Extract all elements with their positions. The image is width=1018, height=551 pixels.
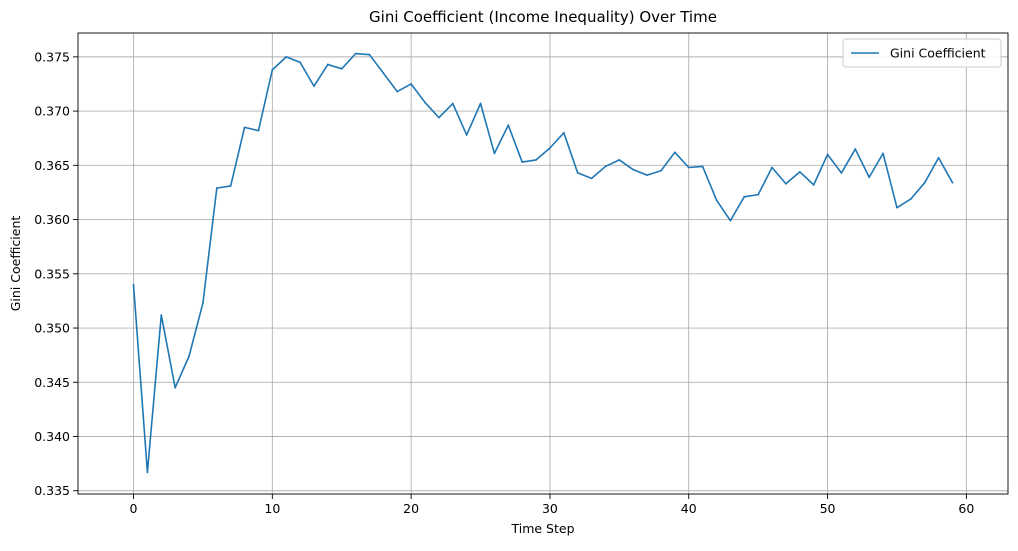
x-tick-label: 0	[130, 501, 138, 516]
data-point	[715, 199, 718, 201]
x-tick-label: 10	[264, 501, 280, 516]
y-tick-label: 0.350	[34, 321, 70, 336]
x-tick-label: 50	[820, 501, 836, 516]
x-tick-label: 60	[958, 501, 974, 516]
data-point	[229, 185, 232, 187]
data-point	[687, 166, 690, 169]
data-point	[757, 193, 760, 196]
data-point	[896, 206, 898, 209]
data-point	[326, 63, 329, 66]
y-tick-label: 0.345	[34, 375, 70, 390]
y-tick-label: 0.375	[34, 49, 70, 64]
data-point	[535, 159, 537, 161]
y-tick-label: 0.370	[34, 104, 70, 119]
y-tick-label: 0.365	[34, 158, 70, 173]
data-point	[660, 169, 662, 172]
data-point	[729, 219, 732, 222]
data-point	[410, 83, 413, 85]
data-point	[590, 177, 593, 180]
data-point	[146, 471, 149, 474]
data-point	[937, 156, 940, 159]
data-point	[562, 131, 565, 134]
x-tick-label: 20	[403, 501, 419, 516]
data-point	[243, 126, 246, 129]
data-point	[354, 52, 357, 55]
data-point	[909, 198, 912, 200]
series-layer	[132, 52, 954, 474]
y-tick-label: 0.355	[34, 266, 70, 281]
data-point	[493, 152, 496, 155]
y-tick-label: 0.335	[34, 483, 70, 498]
data-point	[465, 134, 468, 136]
data-point	[437, 116, 440, 119]
data-point	[188, 355, 190, 358]
grid	[78, 33, 1008, 494]
x-tick-label: 40	[681, 501, 697, 516]
data-point	[382, 72, 385, 75]
data-point	[771, 166, 773, 169]
data-point	[132, 283, 135, 286]
data-point	[271, 68, 274, 71]
legend: Gini Coefficient	[842, 38, 1002, 68]
data-point	[632, 168, 635, 171]
data-point	[923, 181, 926, 184]
y-tick-label: 0.340	[34, 429, 70, 444]
data-point	[951, 181, 954, 184]
data-point	[854, 148, 857, 150]
data-point	[285, 55, 288, 58]
data-point	[785, 182, 787, 185]
data-point	[215, 187, 218, 190]
data-point	[479, 102, 482, 105]
data-point	[174, 386, 177, 389]
chart-title: Gini Coefficient (Income Inequality) Ove…	[369, 8, 717, 26]
plot-frame	[77, 32, 1009, 495]
legend-box	[842, 38, 1002, 68]
data-point	[604, 165, 607, 168]
data-point	[424, 101, 426, 104]
x-tick-label: 30	[542, 501, 558, 516]
data-point	[868, 176, 871, 179]
data-point	[299, 61, 301, 64]
data-point	[549, 147, 551, 149]
data-point	[576, 172, 579, 174]
data-point	[743, 195, 746, 198]
data-point	[451, 102, 454, 105]
y-tick-label: 0.360	[34, 212, 70, 227]
data-point	[840, 172, 843, 174]
data-point	[701, 165, 704, 168]
data-point	[160, 314, 163, 316]
data-point	[798, 170, 801, 173]
data-point	[396, 90, 399, 93]
data-point	[340, 67, 343, 70]
data-point	[507, 124, 510, 127]
x-axis-label: Time Step	[510, 521, 574, 536]
data-point	[673, 151, 676, 154]
ticks: 0 10 20 30 40 50 60 0.335 0.340 0.345 0.350 0.355 0.…	[34, 49, 974, 516]
data-point	[812, 183, 815, 186]
legend-label: Gini Coefficient	[890, 46, 986, 61]
data-point	[646, 174, 649, 176]
data-point	[826, 153, 829, 156]
y-axis-label: Gini Coefficient	[8, 216, 23, 312]
data-point	[313, 85, 315, 88]
data-point	[521, 161, 524, 163]
data-point	[202, 302, 204, 304]
data-point	[257, 129, 260, 132]
data-point	[618, 159, 621, 161]
data-point	[882, 152, 884, 155]
data-point	[368, 53, 371, 56]
series-line	[132, 52, 954, 474]
